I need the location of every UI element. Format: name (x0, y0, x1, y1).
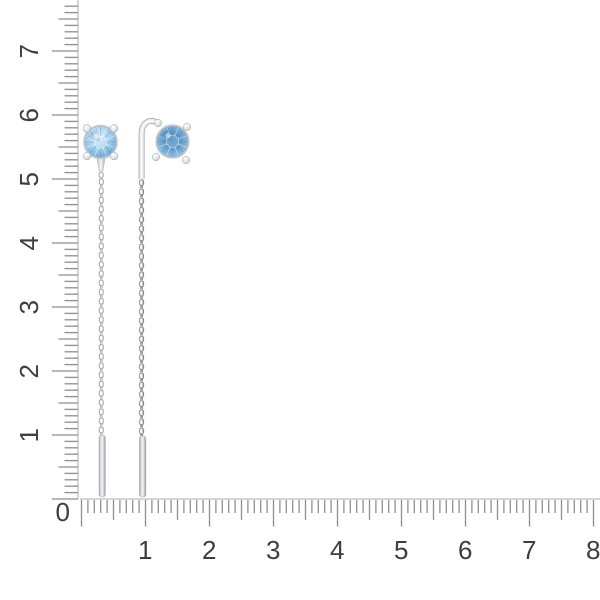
left-earring-chain (98, 178, 105, 435)
left-earring-threader-bar (98, 434, 106, 498)
horizontal-ruler-number: 4 (330, 535, 345, 565)
right-earring (138, 118, 191, 498)
vertical-ruler-number: 1 (14, 428, 44, 443)
gem-bezel-facet (158, 135, 167, 140)
vertical-ruler-number: 6 (14, 108, 44, 123)
vertical-ruler-number: 3 (14, 300, 44, 315)
prong-ball (154, 119, 162, 127)
left-gemstone-facets (85, 127, 116, 157)
left-earring-gemstone (84, 126, 117, 158)
prong-ball (109, 124, 119, 133)
right-earring-threader-bar (139, 435, 147, 498)
horizontal-ruler-number: 1 (138, 535, 153, 565)
gem-star-facet (89, 146, 97, 153)
gem-star-facet (176, 145, 184, 153)
right-earring-chain (138, 179, 145, 436)
gem-bezel-facet (178, 135, 187, 140)
gem-star-facet (161, 145, 169, 153)
prong-ball (82, 124, 92, 133)
gem-star-facet (176, 130, 184, 138)
horizontal-ruler-number: 7 (522, 535, 537, 565)
gem-bezel-facet (158, 143, 167, 148)
right-earring-gemstone (156, 125, 188, 157)
ruler-origin-label: 0 (56, 497, 71, 527)
gem-bezel-facet (106, 135, 115, 140)
gem-bezel-facet (94, 147, 99, 156)
gem-bezel-facet (102, 128, 107, 137)
gem-bezel-facet (174, 147, 179, 156)
right-earring-prongs (152, 119, 191, 164)
left-earring-prongs (82, 124, 119, 161)
horizontal-ruler-cm: 1 2 3 4 5 6 7 8 0 (56, 497, 600, 565)
vertical-ruler-number: 4 (14, 236, 44, 251)
right-gemstone-facets (157, 126, 188, 157)
gem-bezel-facet (102, 147, 107, 156)
gem-bezel-facet (166, 147, 171, 156)
left-earring (82, 124, 119, 498)
horizontal-ruler-number: 3 (266, 535, 281, 565)
gem-bezel-facet (86, 135, 95, 140)
gem-bezel-facet (178, 143, 187, 148)
horizontal-ruler-number: 5 (394, 535, 409, 565)
horizontal-ruler-number: 2 (202, 535, 217, 565)
gem-sparkle (165, 133, 171, 139)
vertical-ruler-number: 5 (14, 172, 44, 187)
vertical-ruler-number: 2 (14, 364, 44, 379)
prong-ball (82, 151, 92, 161)
gem-star-facet (104, 131, 112, 138)
vertical-ruler-cm: 1 2 3 4 5 6 7 (14, 0, 79, 500)
prong-ball (182, 156, 190, 164)
gem-sparkle (93, 133, 99, 139)
right-earring-basket-rim (155, 124, 190, 159)
gem-bezel-facet (174, 127, 179, 136)
gem-star-facet (104, 146, 112, 153)
horizontal-ruler-number: 6 (458, 535, 473, 565)
left-earring-link (98, 171, 104, 179)
prong-ball (183, 123, 191, 131)
right-earring-curved-post (138, 118, 160, 179)
gem-bezel-facet (86, 144, 95, 149)
gem-bezel-facet (106, 144, 115, 149)
prong-ball (152, 153, 160, 161)
vertical-ruler-number: 7 (14, 44, 44, 59)
horizontal-ruler-number: 8 (586, 535, 600, 565)
left-earring-basket-rim (83, 124, 118, 160)
prong-ball (109, 151, 119, 161)
